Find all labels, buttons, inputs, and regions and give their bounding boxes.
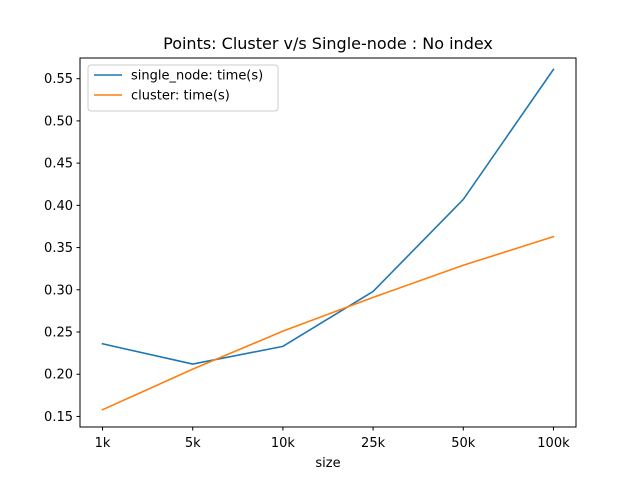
x-tick-label: 10k [271, 436, 296, 451]
x-tick-label: 5k [185, 436, 201, 451]
x-tick-label: 100k [537, 436, 570, 451]
x-tick-label: 1k [95, 436, 111, 451]
x-tick-label: 25k [361, 436, 386, 451]
y-tick-label: 0.30 [44, 283, 73, 298]
legend-label-2: cluster: time(s) [131, 89, 230, 104]
x-axis-label: size [315, 456, 340, 471]
legend: single_node: time(s) cluster: time(s) [88, 65, 278, 111]
x-tick-label: 50k [451, 436, 476, 451]
y-tick-label: 0.25 [44, 326, 73, 341]
chart-title: Points: Cluster v/s Single-node : No ind… [163, 34, 493, 53]
y-tick-label: 0.15 [44, 410, 73, 425]
y-tick-label: 0.55 [44, 72, 73, 87]
y-tick-label: 0.20 [44, 368, 73, 383]
y-tick-label: 0.40 [44, 199, 73, 214]
y-tick-label: 0.35 [44, 241, 73, 256]
y-tick-label: 0.50 [44, 114, 73, 129]
y-tick-label: 0.45 [44, 157, 73, 172]
legend-label-1: single_node: time(s) [131, 69, 263, 84]
